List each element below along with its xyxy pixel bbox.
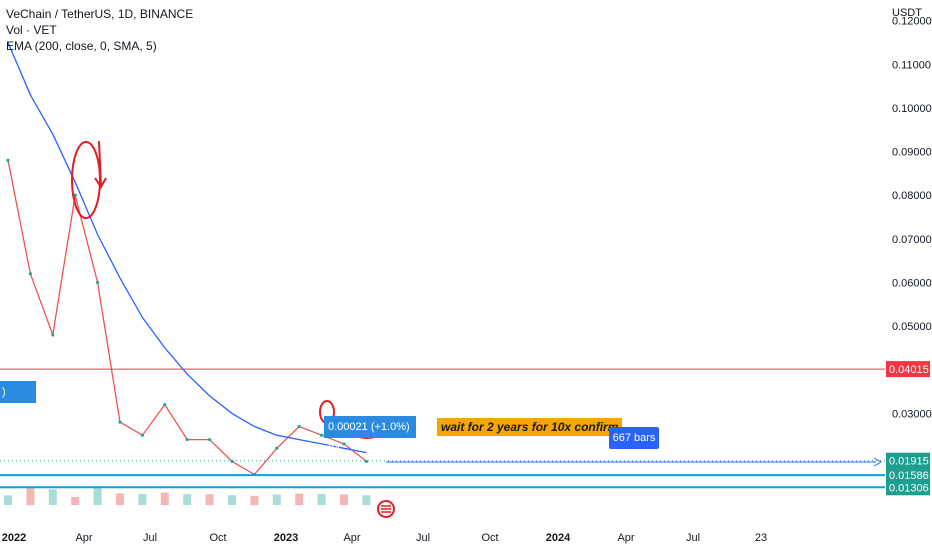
price-point xyxy=(163,403,167,407)
drawn-arrow-down xyxy=(94,140,107,189)
price-point xyxy=(275,446,279,450)
time-tick-label: Apr xyxy=(343,532,360,544)
price-line xyxy=(7,160,367,476)
volume-bar xyxy=(362,495,371,505)
volume-bar xyxy=(116,493,124,505)
price-series xyxy=(6,42,368,477)
horizontal-lines[interactable] xyxy=(0,368,885,489)
price-point xyxy=(185,437,189,442)
text-note[interactable]: wait for 2 years for 10x confirm xyxy=(437,418,623,436)
measure-label: 0.00021 (+1.0%) 24 xyxy=(324,416,416,455)
projection-arrow-head xyxy=(873,457,883,467)
flag-stripes-icon xyxy=(381,505,391,513)
volume-bar xyxy=(48,489,57,505)
time-tick-label: 23 xyxy=(755,532,767,544)
volume-bar xyxy=(340,494,348,505)
volume-bars xyxy=(4,486,371,505)
time-tick-label: 2023 xyxy=(274,532,298,544)
current-price-tag: 0.01915 xyxy=(889,456,929,468)
price-point xyxy=(96,280,100,285)
volume-bar xyxy=(272,494,281,505)
volume-bar xyxy=(295,493,304,505)
price-tick-label: 0.09000 xyxy=(892,147,932,159)
currency-label: USDT xyxy=(892,7,922,19)
time-tick-label: 2024 xyxy=(546,532,571,544)
time-axis[interactable]: 2022 Apr Jul Oct 2023 Apr Jul Oct 2024 Apr Jul 23 xyxy=(2,532,767,544)
price-point xyxy=(6,158,10,162)
price-tick-label: 0.12000 xyxy=(892,16,932,28)
resistance-price-tag-bg xyxy=(886,361,930,378)
price-point xyxy=(320,433,324,437)
price-point xyxy=(297,424,301,429)
time-tick-label: 2022 xyxy=(2,532,26,544)
volume-indicator-label[interactable]: Vol · VET xyxy=(6,23,57,37)
ema-indicator-label[interactable]: EMA (200, close, 0, SMA, 5) xyxy=(6,39,157,53)
support-price-tag-bg xyxy=(886,479,930,496)
chart-legend: VeChain / TetherUS, 1D, BINANCE Vol · VE… xyxy=(6,6,193,54)
support-price-tag-bg xyxy=(886,467,930,484)
support-price-tag: 0.01586 xyxy=(889,470,929,482)
price-tick-label: 0.06000 xyxy=(892,277,932,289)
resistance-price-tag: 0.04015 xyxy=(889,364,929,376)
volume-bar xyxy=(160,492,169,505)
price-tick-label: 0.03000 xyxy=(892,408,932,420)
time-tick-label: Jul xyxy=(686,532,700,544)
time-tick-label: Jul xyxy=(416,532,430,544)
time-tick-label: Apr xyxy=(617,532,634,544)
support-price-tag: 0.01306 xyxy=(889,482,929,494)
symbol-title[interactable]: VeChain / TetherUS, 1D, BINANCE xyxy=(6,7,194,21)
price-tick-label: 0.10000 xyxy=(892,103,932,115)
volume-bar xyxy=(4,495,12,505)
time-tick-label: Oct xyxy=(209,532,226,544)
price-point xyxy=(364,459,368,463)
volume-bar xyxy=(205,494,214,505)
volume-bar xyxy=(26,486,35,505)
bars-count-badge: 667 bars xyxy=(609,427,659,449)
price-point xyxy=(118,420,122,424)
price-point xyxy=(51,333,55,337)
ema-line xyxy=(7,42,367,454)
time-tick-label: Oct xyxy=(481,532,498,544)
price-point xyxy=(28,272,32,276)
left-measure-badge: ) -8102 xyxy=(0,381,36,420)
price-tick-label: 0.07000 xyxy=(892,234,932,246)
price-point xyxy=(140,433,144,437)
volume-bar xyxy=(71,497,80,505)
price-tick-label: 0.05000 xyxy=(892,321,932,333)
price-point xyxy=(342,442,346,446)
volume-bar xyxy=(138,494,147,505)
volume-bar xyxy=(93,487,102,505)
price-tick-label: 0.11000 xyxy=(892,59,931,71)
price-point xyxy=(208,437,212,442)
price-point xyxy=(73,193,77,197)
current-price-tag-bg xyxy=(886,452,930,469)
time-tick-label: Jul xyxy=(143,532,157,544)
price-tick-label: 0.08000 xyxy=(892,190,932,202)
time-tick-label: Apr xyxy=(75,532,92,544)
volume-bar xyxy=(250,495,259,505)
volume-bar xyxy=(183,494,192,505)
volume-bar xyxy=(317,494,326,505)
volume-bar xyxy=(228,495,236,505)
